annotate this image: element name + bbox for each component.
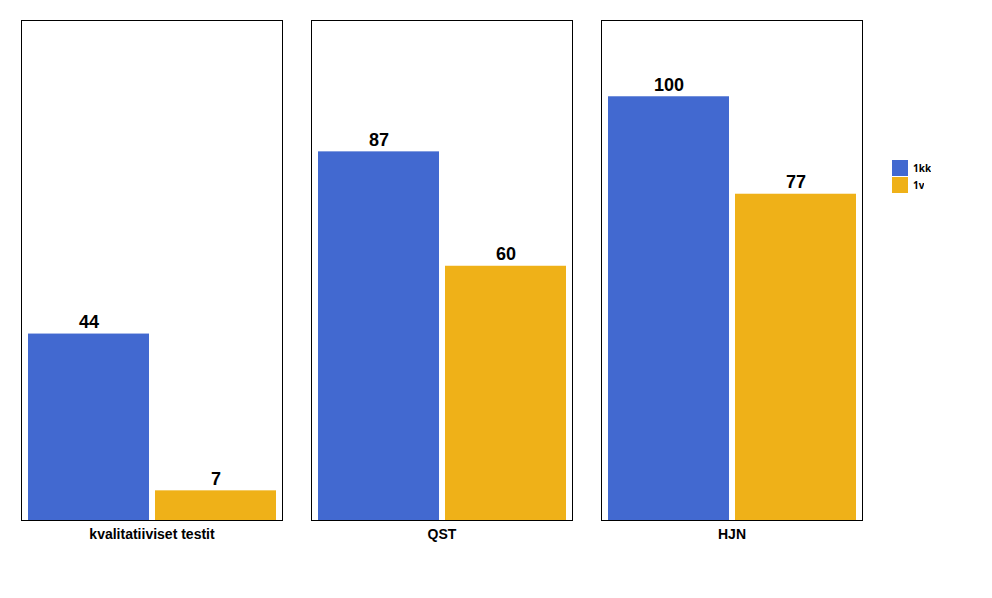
html-text:1kk: 1kk: [913, 161, 932, 175]
svg-text:60: 60: [496, 244, 516, 264]
svg-text:87: 87: [369, 130, 389, 150]
svg-text:kvalitatiiviset testit: kvalitatiiviset testit: [89, 526, 215, 542]
html-text:1v: 1v: [913, 178, 925, 192]
svg-text:100: 100: [654, 75, 684, 95]
svg-text:44: 44: [79, 312, 99, 332]
svg-text:QST: QST: [428, 526, 457, 542]
svg-text:77: 77: [786, 172, 806, 192]
svg-text:7: 7: [211, 469, 221, 489]
svg-text:HJN: HJN: [718, 526, 746, 542]
